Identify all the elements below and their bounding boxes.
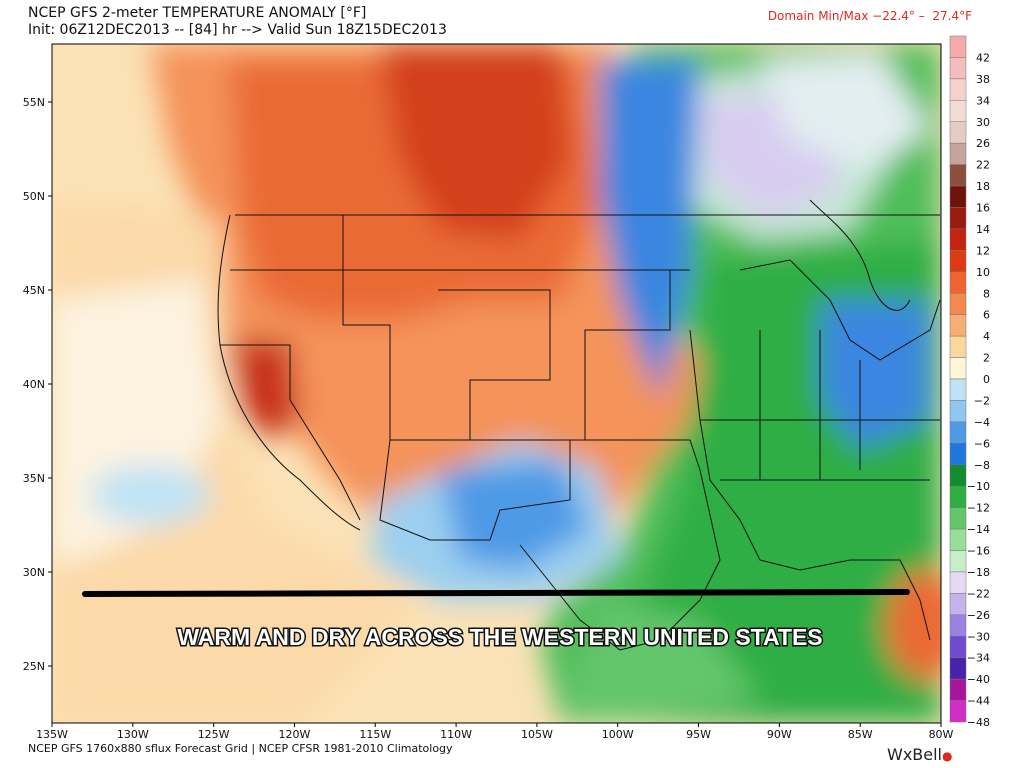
legend-swatch [949,185,967,208]
legend-label: −8 [974,459,990,472]
legend-label: −6 [974,437,990,450]
legend-label: −30 [967,630,990,643]
legend-label: 12 [976,244,990,257]
annotation-banner: WARM AND DRY ACROSS THE WESTERN UNITED S… [177,624,822,650]
legend-swatch [949,271,967,294]
lat-label: 25N [23,660,45,673]
legend-label: −18 [967,566,990,579]
legend-label: −14 [967,523,990,536]
legend-label: 2 [983,352,990,365]
legend-label: −34 [967,652,990,665]
legend-swatch [949,614,967,637]
lon-label: 90W [767,728,792,741]
legend-label: −16 [967,545,990,558]
latitude-axis: 55N 50N 45N 40N 35N 30N 25N [23,96,52,673]
legend-swatch [949,421,967,444]
lon-label: 80W [929,728,954,741]
legend-swatch [949,485,967,508]
legend-label: 18 [976,180,990,193]
legend-swatch [949,464,967,487]
lat-label: 30N [23,566,45,579]
legend-swatch [949,121,967,144]
lon-label: 95W [686,728,711,741]
lon-label: 125W [198,728,230,741]
legend-label: 34 [976,94,990,107]
legend-label: −44 [967,695,990,708]
longitude-axis: 135W 130W 125W 120W 115W 110W 105W 100W 95W 90W 85… [36,723,954,741]
color-legend: 423834302622181614121086420−2−4−6−8−10−1… [949,35,990,729]
legend-label: 22 [976,159,990,172]
legend-swatch [949,35,967,58]
legend-swatch [949,357,967,380]
lat-label: 45N [23,284,45,297]
lon-label: 135W [36,728,68,741]
legend-swatch [949,657,967,680]
legend-swatch [949,100,967,122]
lon-label: 85W [848,728,873,741]
lon-label: 115W [359,728,391,741]
legend-swatch [949,228,967,251]
legend-swatch [949,400,967,423]
legend-swatch [949,528,967,551]
lat-label: 35N [23,472,45,485]
annotation-divider-line [82,589,910,597]
legend-swatch [949,571,967,594]
legend-label: −10 [967,480,990,493]
map-area: WARM AND DRY ACROSS THE WESTERN UNITED S… [52,44,941,723]
legend-swatch [949,164,967,187]
legend-swatch [949,314,967,337]
legend-swatch [949,78,967,101]
legend-label: 4 [983,330,990,343]
legend-label: 16 [976,202,990,215]
legend-swatch [949,700,967,723]
lat-label: 50N [23,190,45,203]
legend-swatch [949,378,967,401]
legend-label: 10 [976,266,990,279]
map-subtitle: Init: 06Z12DEC2013 -- [84] hr --> Valid … [28,22,447,38]
footer-source: NCEP GFS 1760x880 sflux Forecast Grid | … [28,742,453,755]
legend-swatch [949,250,967,273]
legend-label: −12 [967,502,990,515]
legend-swatch [949,550,967,573]
legend-label: −26 [967,609,990,622]
legend-label: 14 [976,223,990,236]
lon-label: 130W [117,728,149,741]
legend-label: 0 [983,373,990,386]
legend-swatch [949,207,967,230]
legend-label: 6 [983,309,990,322]
legend-label: −40 [967,673,990,686]
brand-dot-icon: ● [942,749,953,763]
legend-swatch [949,443,967,465]
legend-label: 38 [976,73,990,86]
legend-label: −4 [974,416,990,429]
legend-swatch [949,507,967,530]
lon-label: 120W [279,728,311,741]
legend-swatch [949,678,967,701]
legend-swatch [949,636,967,658]
legend-label: 30 [976,116,990,129]
legend-swatch [949,293,967,315]
lat-label: 40N [23,378,45,391]
legend-label: −22 [967,587,990,600]
lon-label: 105W [521,728,553,741]
lon-label: 110W [440,728,472,741]
legend-label: 26 [976,137,990,150]
lat-label: 55N [23,96,45,109]
map-title: NCEP GFS 2-meter TEMPERATURE ANOMALY [°F… [28,5,367,21]
legend-label: 42 [976,51,990,64]
domain-min-max: Domain Min/Max −22.4° – 27.4°F [767,9,972,23]
legend-swatch [949,593,967,616]
legend-label: −2 [974,394,990,407]
legend-label: −48 [967,716,990,729]
lon-label: 100W [602,728,634,741]
legend-swatch [949,335,967,358]
legend-label: 8 [983,287,990,300]
legend-swatch [949,142,967,165]
legend-swatch [949,57,967,80]
brand-logo: WxBell● [887,745,953,764]
